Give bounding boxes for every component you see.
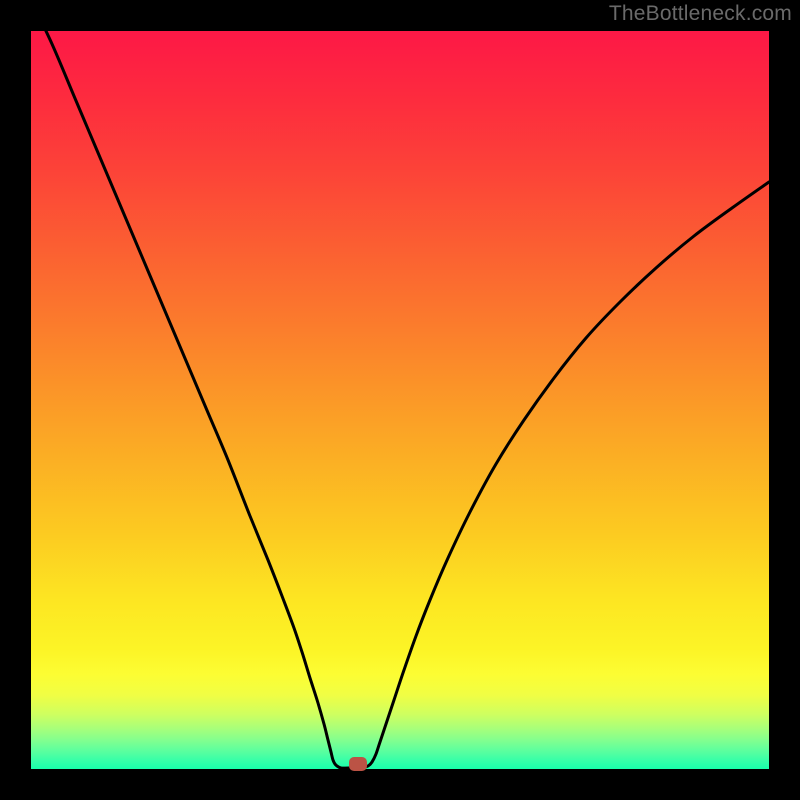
gradient-background xyxy=(31,31,769,769)
watermark-text: TheBottleneck.com xyxy=(609,2,792,26)
bottleneck-curve-chart xyxy=(0,0,800,800)
chart-container: TheBottleneck.com xyxy=(0,0,800,800)
minimum-marker xyxy=(349,757,367,771)
